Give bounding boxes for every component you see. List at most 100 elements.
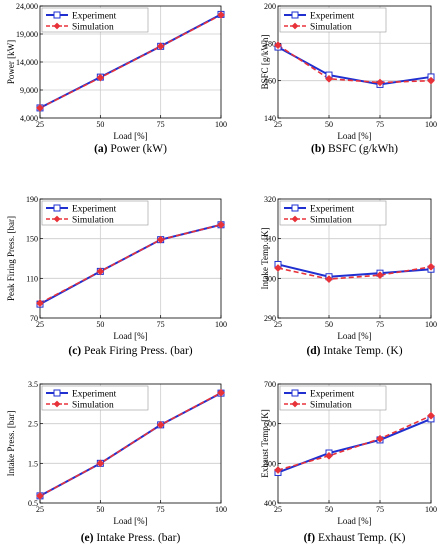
x-tick-label: 100 [215,505,227,514]
simulation-point [427,76,435,85]
panel-caption: (c) Peak Firing Press. (bar) [68,345,192,357]
panel-caption: (f) Exhaust Temp. (K) [304,532,406,544]
x-axis-label: Load [%] [337,131,371,141]
panel-caption: (d) Intake Temp. (K) [306,345,402,357]
panel-caption: (b) BSFC (g/kWh) [311,143,398,155]
panel-caption: (e) Intake Press. (bar) [81,532,181,544]
y-tick-label: 3.5 [28,380,38,389]
y-tick-label: 140 [264,114,276,123]
legend-marker-simulation [291,215,299,223]
legend-marker-experiment [291,11,299,19]
simulation-point [36,299,44,308]
series-line-experiment [39,223,222,305]
x-tick-label: 100 [425,120,437,129]
simulation-point [96,459,105,468]
legend-marker-experiment [53,204,61,212]
series-line-simulation [39,224,222,304]
x-tick-label: 50 [325,320,333,329]
legend-marker-simulation [53,215,61,223]
chart-1: 25 50 75 100 4,000 9,000 14,000 19,000 24,000 Loa… [6,2,227,155]
simulation-point [96,267,105,276]
x-tick-label: 25 [274,320,282,329]
caption-label: (b) [311,143,325,155]
chart-6: 25 50 75 100 400 500 600 700 Load [%] Exhaust Tem… [260,380,437,544]
legend-marker-experiment [53,389,61,397]
simulation-point [36,491,44,500]
plot-frame [39,198,222,319]
x-tick-label: 25 [36,120,44,129]
x-axis-label: Load [%] [337,516,371,526]
x-tick-label: 100 [425,320,437,329]
x-tick-label: 25 [274,505,282,514]
y-tick-label: 24,000 [16,2,38,11]
x-tick-label: 75 [376,320,384,329]
legend-marker-experiment [291,204,299,212]
x-tick-label: 50 [96,320,104,329]
x-tick-label: 100 [215,120,227,129]
x-axis-label: Load [%] [337,331,371,341]
plot-frame [39,383,222,504]
x-tick-label: 50 [325,505,333,514]
x-tick-label: 75 [157,120,165,129]
legend-marker-simulation [53,400,61,408]
x-tick-label: 25 [36,320,44,329]
y-tick-label: 70 [30,314,38,323]
legend-label-experiment: Experiment [72,390,117,400]
series-line-simulation [39,14,222,109]
simulation-point [274,41,282,50]
y-tick-label: 9,000 [20,86,38,95]
legend-label-simulation: Simulation [72,401,114,411]
x-tick-label: 75 [157,505,165,514]
x-axis-label: Load [%] [113,516,147,526]
simulation-point [427,411,435,420]
x-tick-label: 100 [425,505,437,514]
legend-label-simulation: Simulation [310,401,352,411]
x-tick-label: 50 [325,120,333,129]
simulation-point [376,78,384,87]
y-tick-label: 310 [264,235,276,244]
caption-label: (c) [68,345,81,357]
y-tick-label: 700 [264,380,276,389]
y-tick-label: 110 [26,274,38,283]
y-tick-label: 190 [26,195,38,204]
legend-label-simulation: Simulation [310,23,352,33]
legend-label-experiment: Experiment [310,390,355,400]
caption-label: (e) [81,532,94,544]
caption-label: (f) [304,532,316,544]
legend-label-simulation: Simulation [72,216,114,226]
simulation-point [376,434,384,443]
x-tick-label: 75 [157,320,165,329]
y-tick-label: 300 [264,274,276,283]
legend-label-experiment: Experiment [310,205,355,215]
y-axis-label: Peak Firing Press. [bar] [6,216,16,301]
y-tick-label: 0.5 [28,499,38,508]
x-tick-label: 75 [376,505,384,514]
simulation-point [325,275,333,284]
caption-text: Exhaust Temp. (K) [315,532,405,544]
caption-text: Peak Firing Press. (bar) [81,345,193,357]
simulation-point [156,420,165,429]
series-line-simulation [277,415,432,471]
y-tick-label: 290 [264,314,276,323]
x-tick-label: 50 [96,505,104,514]
y-axis-label: BSFC [g/kWh] [260,35,270,90]
simulation-point [217,220,225,229]
caption-text: Power (kW) [108,143,168,155]
y-tick-label: 160 [264,77,276,86]
series-line-simulation [277,44,432,84]
simulation-point [96,73,105,82]
y-tick-label: 19,000 [16,30,38,39]
legend-label-experiment: Experiment [310,12,355,22]
y-tick-label: 320 [264,195,276,204]
simulation-point [156,235,165,244]
x-tick-label: 25 [274,120,282,129]
legend-label-simulation: Simulation [72,23,114,33]
x-tick-label: 25 [36,505,44,514]
y-tick-label: 200 [264,2,276,11]
y-axis-label: Intake Temp. [K] [260,228,270,290]
y-tick-label: 600 [264,420,276,429]
caption-label: (a) [94,143,108,155]
y-axis-label: Power [kW] [6,40,16,84]
simulation-point [217,388,225,397]
